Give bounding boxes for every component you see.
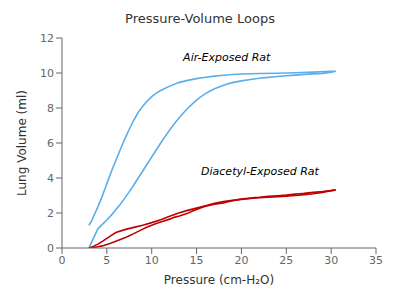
svg-text:10: 10 (40, 67, 54, 80)
svg-text:8: 8 (47, 102, 54, 115)
svg-text:Air-Exposed Rat: Air-Exposed Rat (182, 51, 271, 64)
svg-text:5: 5 (103, 254, 110, 267)
svg-text:0: 0 (59, 254, 66, 267)
svg-text:10: 10 (145, 254, 159, 267)
svg-text:12: 12 (40, 32, 54, 45)
svg-text:Lung Volume (ml): Lung Volume (ml) (15, 90, 29, 196)
svg-text:Diacetyl-Exposed Rat: Diacetyl-Exposed Rat (201, 165, 319, 178)
svg-text:30: 30 (324, 254, 338, 267)
svg-text:0: 0 (47, 242, 54, 255)
svg-text:35: 35 (369, 254, 383, 267)
svg-text:20: 20 (234, 254, 248, 267)
svg-text:2: 2 (47, 207, 54, 220)
html-text:Pressure-Volume Loops: Pressure-Volume Loops (125, 11, 275, 26)
svg-text:4: 4 (47, 172, 54, 185)
svg-text:25: 25 (279, 254, 293, 267)
svg-text:6: 6 (47, 137, 54, 150)
svg-text:15: 15 (190, 254, 204, 267)
svg-text:Pressure (cm-H₂O): Pressure (cm-H₂O) (164, 273, 274, 287)
